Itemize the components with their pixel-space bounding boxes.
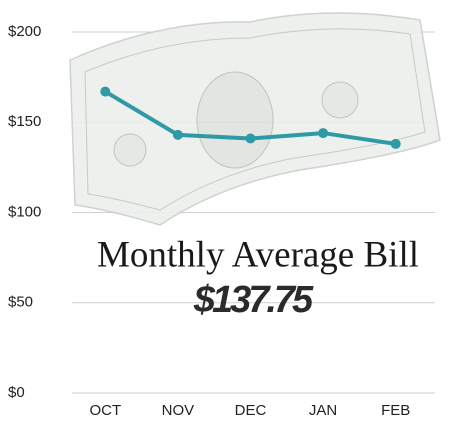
bill-seal: [322, 82, 358, 118]
data-point: [173, 130, 183, 140]
data-point: [391, 139, 401, 149]
y-tick-label: $0: [8, 384, 25, 401]
y-tick-label: $150: [8, 113, 41, 130]
chart-subtitle: $137.75: [193, 279, 314, 321]
x-tick-label: OCT: [89, 402, 121, 419]
x-tick-label: NOV: [162, 402, 195, 419]
x-tick-label: JAN: [309, 402, 337, 419]
y-tick-label: $200: [8, 23, 41, 40]
x-tick-label: FEB: [381, 402, 410, 419]
bill-illustration: [70, 13, 440, 225]
chart-title: Monthly Average Bill: [97, 234, 419, 275]
x-tick-label: DEC: [235, 402, 267, 419]
bill-seal: [114, 134, 146, 166]
chart: Monthly Average Bill $137.75 $0 $50 $100 $1…: [0, 0, 460, 420]
bill-portrait: [197, 72, 273, 168]
data-point: [318, 128, 328, 138]
y-tick-label: $100: [8, 203, 41, 220]
data-point: [100, 87, 110, 97]
data-point: [246, 133, 256, 143]
y-tick-label: $50: [8, 294, 33, 311]
